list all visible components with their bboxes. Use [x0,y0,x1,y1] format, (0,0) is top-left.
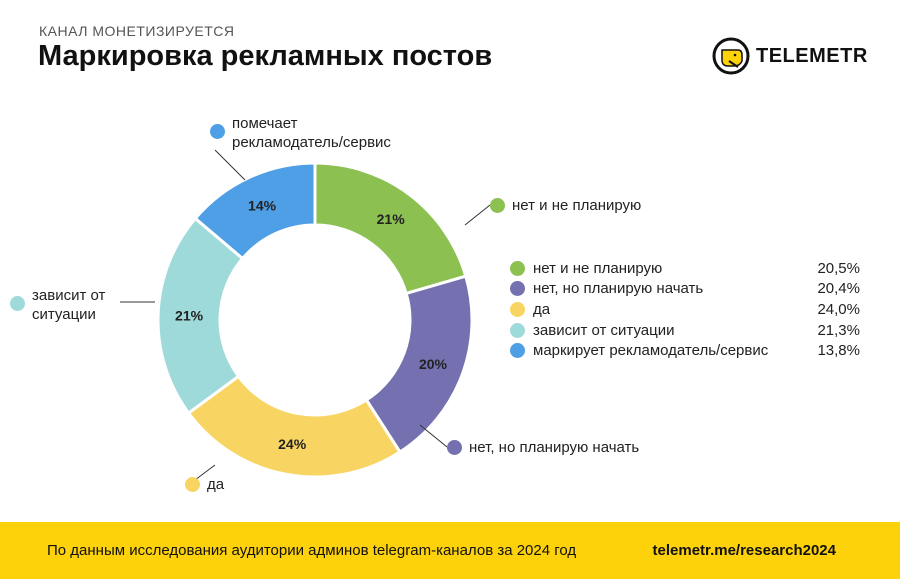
callout-line-2 [194,464,216,481]
callout-1: нет, но планирую начать [447,438,639,457]
legend-dot [10,296,25,311]
legend-item: да 24,0% [510,299,860,320]
callout-0: нет и не планирую [490,196,641,215]
callout-4: помечает рекламодатель/сервис [210,114,391,152]
donut-slice-2 [186,374,403,479]
callout-line-4 [214,149,246,181]
legend-value: 13,8% [817,342,860,360]
legend-value: 20,4% [817,280,860,298]
donut-slice-0 [313,161,468,296]
legend-label: да [533,300,551,318]
callout-2: да [185,475,224,494]
telemetr-logo-icon [712,37,750,75]
legend: нет и не планирую 20,5% нет, но планирую н… [510,258,860,361]
legend-dot [490,198,505,213]
legend-label: нет, но планирую начать [533,280,704,298]
logo: TELEMETR [712,37,868,75]
callout-3: зависит от ситуации [10,286,105,324]
legend-dot [510,322,525,338]
callout-line-1 [419,424,448,448]
legend-dot [210,124,225,139]
legend-dot [510,281,525,297]
legend-item: нет, но планирую начать 20,4% [510,279,860,300]
footer: По данным исследования аудитории админов… [0,522,900,579]
slice-label-3: 21% [175,308,204,324]
callout-label: помечает рекламодатель/сервис [232,115,391,151]
slice-label-4: 14% [248,198,277,214]
callout-label: да [207,476,225,493]
donut-slice-1 [364,274,474,455]
legend-item: зависит от ситуации 21,3% [510,320,860,341]
slice-label-0: 21% [377,211,406,227]
legend-item: маркирует рекламодатель/сервис 13,8% [510,340,860,361]
legend-value: 24,0% [817,300,860,318]
legend-dot [510,260,525,276]
slice-label-1: 20% [419,356,448,372]
legend-dot [185,477,200,492]
legend-value: 20,5% [817,259,860,277]
callout-label: нет, но планирую начать [469,439,640,456]
legend-label: нет и не планирую [533,259,663,277]
legend-dot [510,343,525,359]
donut-slice-3 [156,216,245,416]
donut-slice-4 [193,161,317,261]
legend-label: зависит от ситуации [533,321,675,339]
slice-label-2: 24% [278,436,307,452]
kicker: КАНАЛ МОНЕТИЗИРУЕТСЯ [39,23,235,39]
legend-dot [447,440,462,455]
callout-line-0 [464,204,491,226]
footer-url[interactable]: telemetr.me/research2024 [652,542,836,559]
legend-label: маркирует рекламодатель/сервис [533,342,769,360]
legend-item: нет и не планирую 20,5% [510,258,860,279]
legend-dot [510,301,525,317]
footer-source: По данным исследования аудитории админов… [47,542,577,559]
logo-text: TELEMETR [756,44,868,67]
callout-label: нет и не планирую [512,197,642,214]
page-title: Маркировка рекламных постов [38,40,493,72]
callout-label: зависит от ситуации [32,287,106,323]
legend-value: 21,3% [817,321,860,339]
